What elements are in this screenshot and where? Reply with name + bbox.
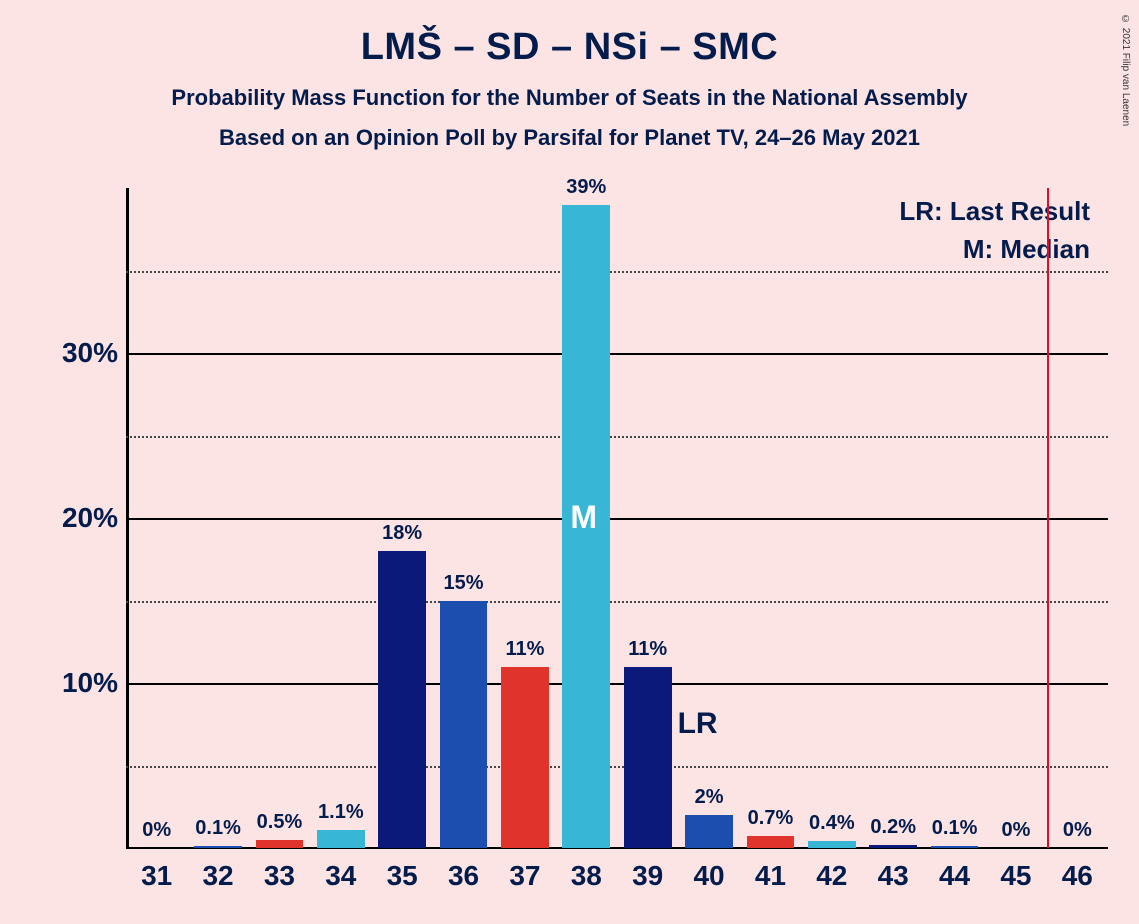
bar-value-label: 0.1% <box>932 817 978 840</box>
x-axis-tick-label: 44 <box>925 860 985 892</box>
bar <box>194 846 242 848</box>
plot-area: LR: Last Result M: Median 10%20%30%0%310… <box>126 188 1108 848</box>
bar-value-label: 11% <box>628 638 667 661</box>
x-axis-tick-label: 36 <box>434 860 494 892</box>
x-axis-tick-label: 42 <box>802 860 862 892</box>
bar-value-label: 0.7% <box>748 807 794 830</box>
chart-title: LMŠ – SD – NSi – SMC <box>0 0 1139 69</box>
majority-threshold-line <box>1047 188 1049 848</box>
bar <box>931 846 979 848</box>
x-axis-tick-label: 32 <box>188 860 248 892</box>
y-axis-tick-label: 30% <box>40 337 118 369</box>
bar-value-label: 1.1% <box>318 801 364 824</box>
bar-value-label: 0.2% <box>870 816 916 839</box>
bar-value-label: 2% <box>695 786 724 809</box>
gridline-minor <box>126 766 1108 768</box>
x-axis-tick-label: 39 <box>618 860 678 892</box>
gridline-major <box>126 683 1108 685</box>
last-result-marker: LR <box>678 707 718 741</box>
bar <box>624 667 672 849</box>
bar-value-label: 18% <box>382 522 422 545</box>
bar-value-label: 15% <box>444 572 484 595</box>
bar-value-label: 39% <box>566 176 606 199</box>
bar <box>808 841 856 848</box>
x-axis-tick-label: 38 <box>556 860 616 892</box>
copyright-text: © 2021 Filip van Laenen <box>1120 14 1131 126</box>
gridline-major <box>126 518 1108 520</box>
gridline-minor <box>126 436 1108 438</box>
bar <box>869 845 917 848</box>
x-axis-tick-label: 45 <box>986 860 1046 892</box>
bar <box>378 551 426 848</box>
bar-value-label: 0% <box>142 819 171 842</box>
gridline-minor <box>126 271 1108 273</box>
bar-value-label: 0% <box>1001 819 1030 842</box>
chart-container: LR: Last Result M: Median 10%20%30%0%310… <box>40 188 1108 888</box>
chart-subtitle-2: Based on an Opinion Poll by Parsifal for… <box>0 125 1139 151</box>
bar <box>317 830 365 848</box>
gridline-minor <box>126 601 1108 603</box>
bar <box>440 601 488 849</box>
median-marker: M <box>570 499 597 536</box>
bar-value-label: 0.1% <box>195 817 241 840</box>
bar-value-label: 0% <box>1063 819 1092 842</box>
bar-value-label: 11% <box>505 638 544 661</box>
gridline-major <box>126 353 1108 355</box>
x-axis-tick-label: 33 <box>249 860 309 892</box>
x-axis-tick-label: 31 <box>127 860 187 892</box>
y-axis-tick-label: 20% <box>40 502 118 534</box>
bar <box>685 815 733 848</box>
bar <box>256 840 304 848</box>
x-axis-tick-label: 43 <box>863 860 923 892</box>
chart-subtitle: Probability Mass Function for the Number… <box>0 85 1139 111</box>
bar <box>747 836 795 848</box>
x-axis-tick-label: 46 <box>1047 860 1107 892</box>
x-axis-tick-label: 35 <box>372 860 432 892</box>
bar-value-label: 0.4% <box>809 812 855 835</box>
x-axis-tick-label: 40 <box>679 860 739 892</box>
x-axis-tick-label: 41 <box>740 860 800 892</box>
legend-m: M: Median <box>963 234 1090 265</box>
legend-lr: LR: Last Result <box>899 196 1090 227</box>
y-axis-tick-label: 10% <box>40 667 118 699</box>
bar <box>501 667 549 849</box>
bar-value-label: 0.5% <box>257 811 303 834</box>
x-axis-tick-label: 34 <box>311 860 371 892</box>
x-axis-tick-label: 37 <box>495 860 555 892</box>
